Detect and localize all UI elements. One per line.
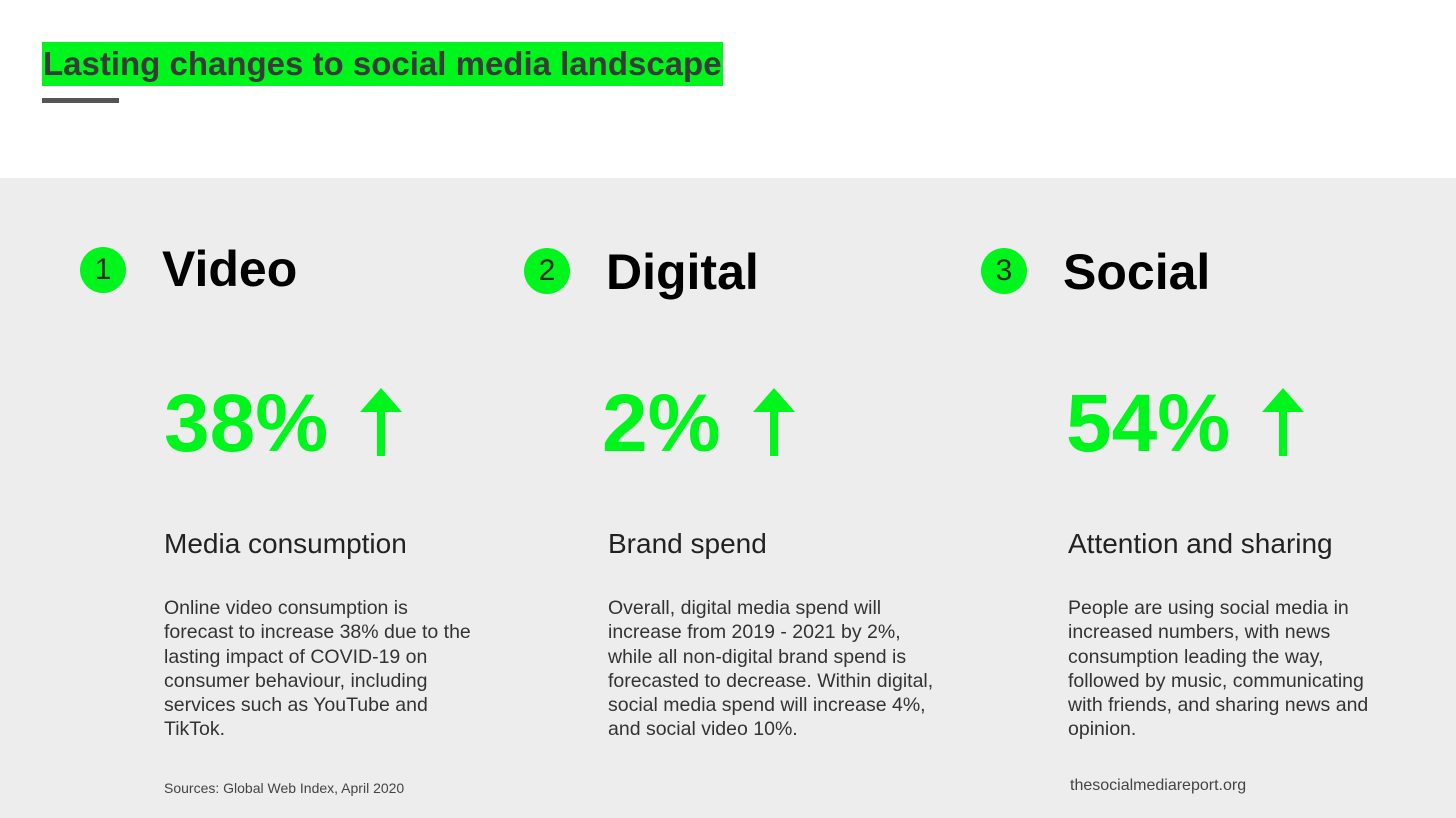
arrow-up-icon [360,387,403,461]
column-heading: Digital [606,244,759,300]
content-panel: 1 Video 38% Media consumption Online vid… [0,178,1456,818]
title-underline [42,98,119,103]
column-description: Overall, digital media spend will increa… [608,597,934,741]
stat-value: 2% [602,378,721,469]
number-badge: 2 [524,248,570,294]
column-subtitle: Brand spend [608,528,767,559]
website-link[interactable]: thesocialmediareport.org [1070,777,1247,794]
column-description: People are using social media in increas… [1068,597,1369,741]
number-badge: 3 [981,248,1027,294]
stat-value: 54% [1066,378,1231,469]
stat-value: 38% [164,378,329,469]
column-video: 1 Video 38% Media consumption Online vid… [0,178,471,818]
column-heading: Video [162,241,298,297]
stat-row: 2% [602,383,795,465]
slide-header: Lasting changes to social media landscap… [0,0,1456,178]
column-heading: Social [1063,244,1211,300]
column-social: 3 Social 54% Attention and sharing Peopl… [900,178,1368,818]
column-subtitle: Media consumption [164,528,407,559]
arrow-up-icon [752,387,795,461]
slide-title: Lasting changes to social media landscap… [42,42,723,86]
column-subtitle: Attention and sharing [1068,528,1333,559]
column-description: Online video consumption is forecast to … [164,597,471,741]
column-digital: 2 Digital 2% Brand spend Overall, digita… [444,178,933,818]
arrow-up-icon [1262,387,1305,461]
number-badge: 1 [80,247,126,293]
stat-row: 38% [164,378,403,469]
stat-row: 54% [1066,378,1305,469]
sources-note: Sources: Global Web Index, April 2020 [164,780,405,796]
